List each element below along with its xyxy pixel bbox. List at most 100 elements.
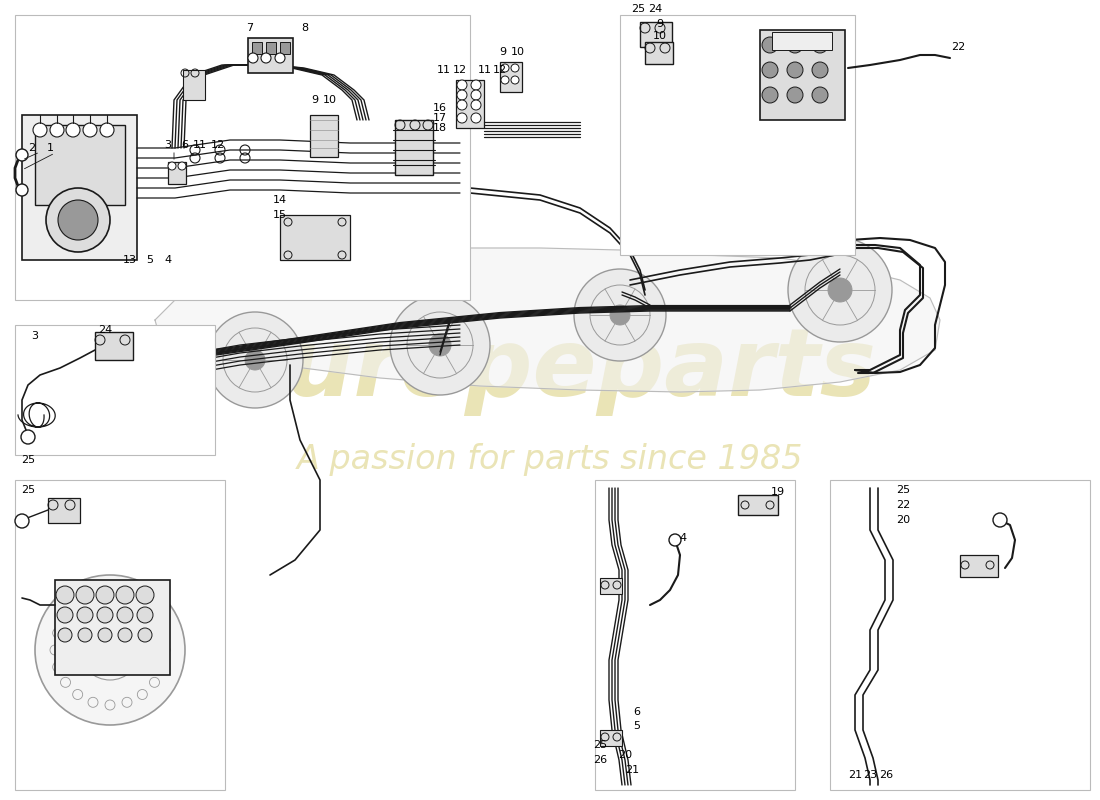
- Text: 16: 16: [433, 103, 447, 113]
- Circle shape: [512, 76, 519, 84]
- Circle shape: [21, 430, 35, 444]
- Text: 12: 12: [453, 65, 468, 75]
- Bar: [55, 580, 170, 675]
- Text: 25: 25: [593, 740, 607, 750]
- Circle shape: [456, 113, 468, 123]
- Bar: [620, 15, 855, 255]
- Circle shape: [788, 238, 892, 342]
- Text: 25: 25: [895, 485, 910, 495]
- Bar: [183, 70, 205, 100]
- Text: 21: 21: [848, 770, 862, 780]
- Circle shape: [471, 80, 481, 90]
- Circle shape: [207, 312, 302, 408]
- Text: 11: 11: [478, 65, 492, 75]
- Text: 3: 3: [165, 140, 172, 150]
- Circle shape: [46, 188, 110, 252]
- Text: 12: 12: [493, 65, 507, 75]
- Text: 10: 10: [323, 95, 337, 105]
- Text: 12: 12: [211, 140, 226, 150]
- Circle shape: [16, 184, 28, 196]
- Circle shape: [97, 607, 113, 623]
- Circle shape: [812, 37, 828, 53]
- Circle shape: [50, 123, 64, 137]
- Bar: [15, 15, 470, 300]
- Circle shape: [15, 514, 29, 528]
- Bar: [22, 115, 138, 260]
- Bar: [310, 115, 338, 157]
- Circle shape: [500, 64, 509, 72]
- Text: 20: 20: [895, 515, 910, 525]
- Text: 1: 1: [46, 143, 54, 153]
- Text: 5: 5: [146, 255, 154, 265]
- Circle shape: [76, 586, 94, 604]
- Circle shape: [100, 123, 114, 137]
- Circle shape: [118, 628, 132, 642]
- Circle shape: [245, 350, 265, 370]
- Circle shape: [390, 295, 490, 395]
- Bar: [266, 42, 276, 54]
- Bar: [595, 480, 795, 790]
- Circle shape: [33, 123, 47, 137]
- Text: 15: 15: [273, 210, 287, 220]
- Circle shape: [78, 628, 92, 642]
- Bar: [280, 42, 290, 54]
- Circle shape: [456, 100, 468, 110]
- Text: 8: 8: [301, 23, 309, 33]
- Text: 6: 6: [634, 707, 640, 717]
- Text: 25: 25: [21, 455, 35, 465]
- Bar: [640, 22, 672, 47]
- Text: 24: 24: [98, 325, 112, 335]
- Circle shape: [574, 269, 666, 361]
- Text: 26: 26: [879, 770, 893, 780]
- Bar: [600, 730, 621, 746]
- Text: 6: 6: [182, 140, 188, 150]
- Circle shape: [58, 628, 72, 642]
- Text: 9: 9: [657, 19, 663, 29]
- Bar: [830, 480, 1090, 790]
- Text: 7: 7: [246, 23, 254, 33]
- Text: 2: 2: [29, 143, 35, 153]
- Circle shape: [178, 162, 186, 170]
- Circle shape: [82, 123, 97, 137]
- Circle shape: [762, 62, 778, 78]
- Bar: [168, 162, 186, 184]
- Text: 19: 19: [771, 487, 785, 497]
- Text: 5: 5: [634, 721, 640, 731]
- Bar: [15, 480, 225, 790]
- Circle shape: [471, 100, 481, 110]
- Bar: [456, 80, 484, 128]
- Bar: [772, 32, 832, 50]
- Text: 26: 26: [593, 755, 607, 765]
- Text: 4: 4: [164, 255, 172, 265]
- Circle shape: [762, 87, 778, 103]
- Bar: [48, 498, 80, 523]
- Circle shape: [56, 586, 74, 604]
- Bar: [760, 30, 845, 120]
- Circle shape: [812, 87, 828, 103]
- Circle shape: [812, 62, 828, 78]
- Circle shape: [98, 628, 112, 642]
- Bar: [15, 325, 214, 455]
- Circle shape: [429, 334, 451, 356]
- Text: 17: 17: [433, 113, 447, 123]
- Polygon shape: [155, 245, 940, 392]
- Circle shape: [669, 534, 681, 546]
- Circle shape: [786, 37, 803, 53]
- Circle shape: [138, 607, 153, 623]
- Text: 10: 10: [653, 31, 667, 41]
- Bar: [645, 42, 673, 64]
- Text: 21: 21: [625, 765, 639, 775]
- Text: 25: 25: [631, 4, 645, 14]
- Bar: [248, 38, 293, 73]
- Bar: [600, 578, 621, 594]
- Circle shape: [66, 123, 80, 137]
- Text: 9: 9: [499, 47, 507, 57]
- Circle shape: [786, 62, 803, 78]
- Circle shape: [248, 53, 258, 63]
- Circle shape: [786, 87, 803, 103]
- Text: 24: 24: [648, 4, 662, 14]
- Bar: [500, 62, 522, 92]
- Text: 22: 22: [895, 500, 910, 510]
- Circle shape: [98, 638, 122, 662]
- Text: 20: 20: [618, 750, 632, 760]
